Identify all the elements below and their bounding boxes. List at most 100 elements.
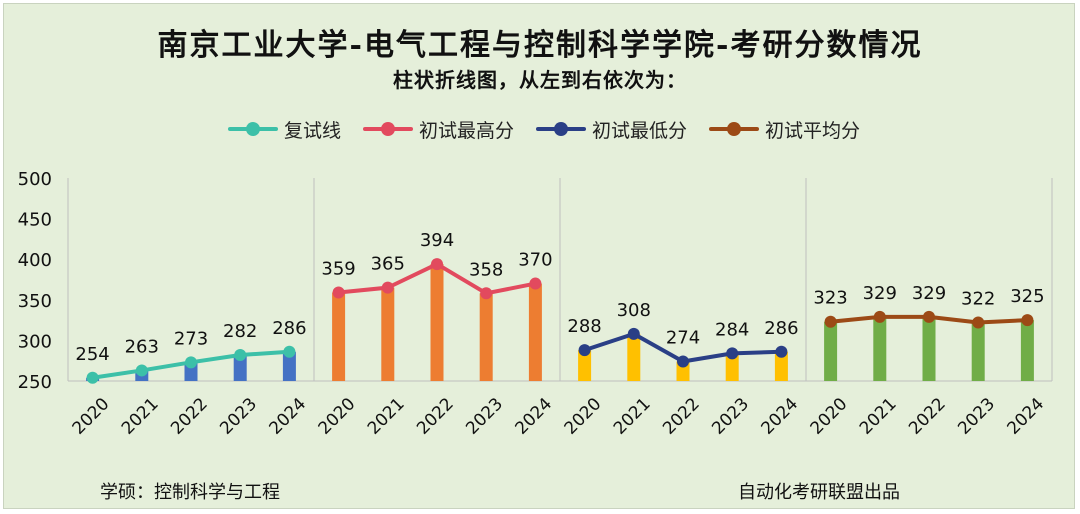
data-label: 254 — [75, 344, 109, 365]
x-tick-label: 2024 — [511, 394, 556, 439]
x-tick-label: 2024 — [1003, 394, 1048, 439]
data-label: 365 — [371, 254, 405, 275]
data-point — [1021, 314, 1034, 327]
data-point — [972, 316, 985, 329]
data-point — [381, 281, 394, 294]
data-label: 273 — [174, 328, 208, 349]
legend: 复试线 初试最高分 初试最低分 初试平均分 — [228, 116, 860, 142]
bar — [282, 351, 296, 381]
chart-subtitle: 柱状折线图，从左到右依次为： — [393, 68, 687, 92]
data-point — [480, 287, 493, 300]
x-tick-label: 2020 — [807, 394, 852, 439]
footer-left: 学硕：控制科学与工程 — [100, 482, 280, 503]
bar — [774, 351, 788, 381]
data-label: 370 — [518, 250, 552, 271]
data-label: 308 — [617, 300, 651, 321]
y-tick-label: 300 — [18, 331, 52, 352]
data-label: 263 — [125, 336, 159, 357]
bar — [1020, 320, 1034, 381]
legend-swatch-avg — [709, 116, 760, 142]
data-point — [578, 344, 591, 357]
y-tick-label: 250 — [18, 372, 52, 393]
x-tick-label: 2024 — [265, 394, 310, 439]
data-point — [185, 356, 197, 369]
bar — [627, 333, 641, 381]
x-tick-label: 2020 — [69, 394, 114, 439]
data-label: 323 — [813, 288, 847, 309]
data-label: 394 — [420, 230, 454, 251]
bar — [971, 322, 985, 381]
data-point — [234, 349, 247, 362]
y-tick-label: 400 — [18, 250, 52, 271]
x-tick-label: 2022 — [905, 394, 950, 439]
x-tick-label: 2020 — [315, 394, 360, 439]
data-point — [726, 347, 739, 360]
data-label: 329 — [863, 283, 897, 304]
legend-swatch-max — [363, 116, 414, 142]
legend-label-cutoff: 复试线 — [284, 119, 342, 142]
data-point — [824, 315, 837, 328]
bar — [725, 353, 739, 381]
data-point — [627, 327, 640, 340]
chart-frame — [3, 3, 1075, 509]
data-point — [283, 345, 296, 358]
x-tick-label: 2021 — [364, 394, 409, 439]
data-point — [431, 258, 443, 271]
bar — [332, 292, 346, 381]
bar — [578, 350, 592, 381]
x-tick-label: 2021 — [856, 394, 901, 439]
data-label: 322 — [961, 289, 995, 310]
x-tick-label: 2020 — [561, 394, 606, 439]
bar — [479, 293, 493, 381]
legend-label-max: 初试最高分 — [419, 119, 515, 142]
x-tick-label: 2022 — [413, 394, 458, 439]
data-label: 359 — [321, 258, 355, 279]
legend-item-max: 初试最高分 — [363, 116, 514, 143]
bar — [873, 316, 887, 381]
legend-item-min: 初试最低分 — [536, 116, 687, 143]
data-point — [529, 277, 542, 290]
data-label: 274 — [666, 328, 700, 349]
x-tick-label: 2022 — [659, 394, 704, 439]
x-tick-label: 2021 — [610, 394, 655, 439]
bar — [233, 355, 247, 381]
x-tick-label: 2023 — [216, 394, 261, 439]
legend-swatch-min — [536, 116, 587, 142]
x-tick-label: 2023 — [462, 394, 507, 439]
data-label: 288 — [567, 316, 601, 337]
x-tick-label: 2023 — [954, 394, 999, 439]
x-tick-label: 2022 — [167, 394, 212, 439]
data-point — [135, 364, 148, 377]
x-tick-label: 2024 — [757, 394, 802, 439]
data-label: 329 — [912, 283, 946, 304]
data-point — [86, 371, 99, 384]
data-point — [923, 310, 935, 323]
x-tick-label: 2023 — [708, 394, 753, 439]
y-tick-label: 500 — [18, 169, 52, 190]
legend-label-min: 初试最低分 — [592, 119, 688, 142]
chart-title: 南京工业大学-电气工程与控制科学学院-考研分数情况 — [157, 28, 923, 63]
x-tick-label: 2021 — [118, 394, 163, 439]
data-label: 325 — [1010, 286, 1044, 307]
data-label: 286 — [764, 318, 798, 339]
legend-item-avg: 初试平均分 — [709, 116, 860, 143]
y-tick-label: 450 — [18, 210, 52, 231]
legend-item-cutoff: 复试线 — [228, 116, 341, 143]
bar — [528, 283, 542, 381]
data-label: 284 — [715, 319, 749, 340]
data-label: 282 — [223, 321, 257, 342]
data-label: 286 — [272, 318, 306, 339]
bar — [824, 321, 838, 381]
bar — [922, 316, 936, 381]
data-point — [775, 345, 788, 358]
data-point — [677, 355, 689, 368]
legend-swatch-cutoff — [228, 116, 278, 142]
bar — [381, 287, 395, 381]
data-point — [873, 310, 886, 323]
y-tick-label: 350 — [18, 291, 52, 312]
bar — [430, 264, 444, 381]
legend-label-avg: 初试平均分 — [765, 119, 861, 142]
footer-right: 自动化考研联盟出品 — [738, 482, 900, 503]
data-point — [332, 286, 345, 299]
